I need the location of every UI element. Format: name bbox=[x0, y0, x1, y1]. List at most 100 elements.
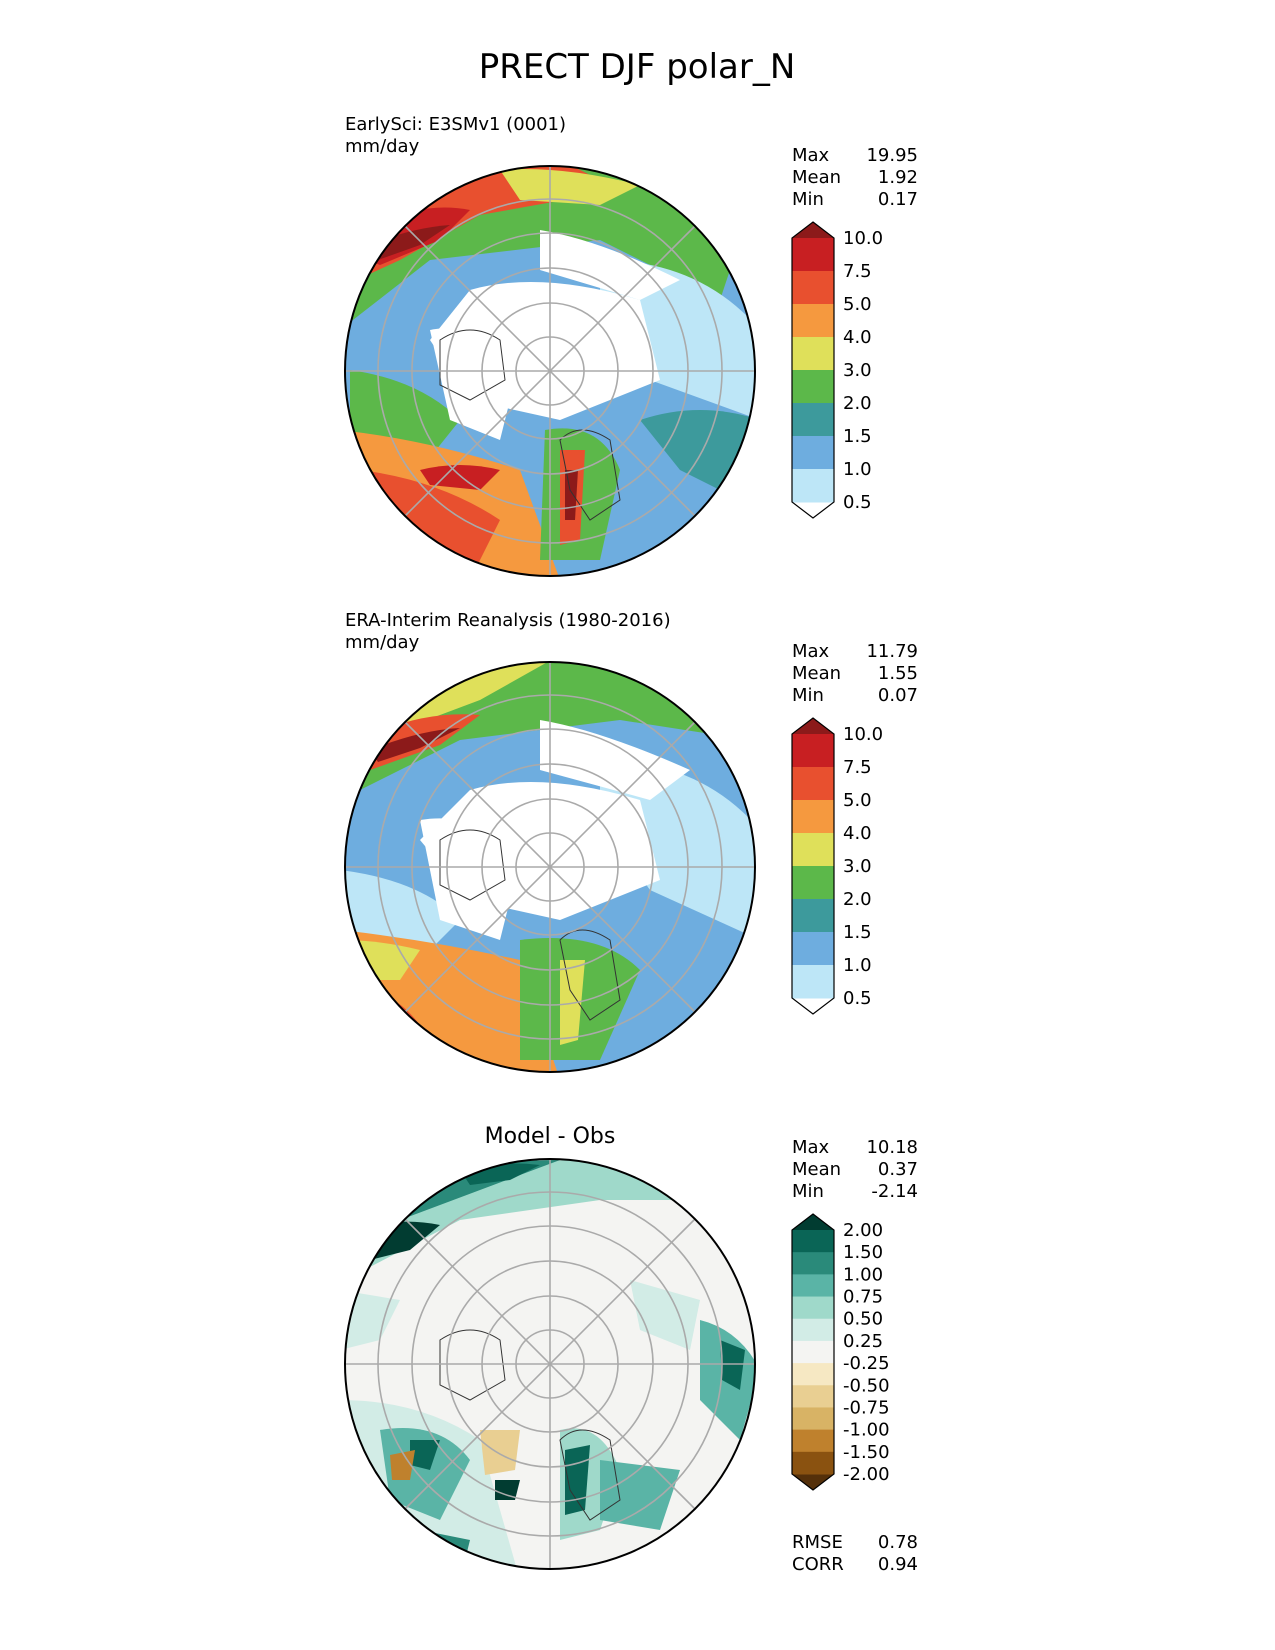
rmse-label: RMSE bbox=[792, 1532, 843, 1553]
colorbar-extend-min bbox=[792, 998, 834, 1014]
colorbar-band bbox=[792, 1385, 834, 1408]
colorbar-band bbox=[792, 337, 834, 371]
colorbar-extend-min bbox=[792, 502, 834, 518]
colorbar-tick-label: 10.0 bbox=[843, 724, 883, 745]
panel-reference-colorbar: 0.5 1.0 1.5 2.0 3.0 4.0 5.0 7.5 10.0 bbox=[791, 717, 883, 1015]
colorbar-tick-label: 1.0 bbox=[843, 459, 872, 480]
colorbar-band bbox=[792, 767, 834, 801]
colorbar-tick-label: -0.25 bbox=[843, 1353, 890, 1374]
stat-mean-value: 0.37 bbox=[878, 1159, 918, 1180]
panel-test-units: mm/day bbox=[345, 136, 420, 157]
colorbar-band bbox=[792, 866, 834, 900]
colorbar-tick-label: 2.0 bbox=[843, 889, 872, 910]
colorbar-tick-label: 1.00 bbox=[843, 1264, 883, 1285]
colorbar-tick-label: 0.5 bbox=[843, 988, 872, 1009]
colorbar-tick-label: -0.50 bbox=[843, 1375, 890, 1396]
stat-mean-label: Mean bbox=[792, 167, 841, 188]
colorbar-band bbox=[792, 1318, 834, 1342]
stat-max-label: Max bbox=[792, 1137, 830, 1158]
stat-min-label: Min bbox=[792, 1181, 824, 1202]
colorbar-tick-label: 1.50 bbox=[843, 1242, 883, 1263]
colorbar-band bbox=[792, 1340, 834, 1364]
stat-min-label: Min bbox=[792, 189, 824, 210]
colorbar-tick-label: -2.00 bbox=[843, 1464, 890, 1485]
colorbar-extend-max bbox=[792, 222, 834, 238]
panel-reference-units: mm/day bbox=[345, 632, 420, 653]
colorbar-band bbox=[792, 469, 834, 503]
colorbar-tick-label: -1.50 bbox=[843, 1442, 890, 1463]
colorbar-extend-max bbox=[792, 718, 834, 734]
colorbar-tick-label: 5.0 bbox=[843, 790, 872, 811]
colorbar-band bbox=[792, 1230, 834, 1253]
stat-min-label: Min bbox=[792, 685, 824, 706]
colorbar-outline bbox=[791, 717, 835, 1015]
figure-title: PRECT DJF polar_N bbox=[479, 47, 796, 87]
colorbar-band bbox=[792, 734, 834, 768]
colorbar-band bbox=[792, 1296, 834, 1320]
panel-reference: ERA-Interim Reanalysis (1980-2016) mm/da… bbox=[344, 610, 918, 1073]
colorbar-band bbox=[792, 800, 834, 834]
colorbar-band bbox=[792, 1407, 834, 1431]
colorbar-tick-label: 0.5 bbox=[843, 492, 872, 513]
panel-difference-colorbar: -2.00-1.50-1.00-0.75-0.50-0.250.250.500.… bbox=[791, 1213, 890, 1491]
colorbar-extend-max bbox=[792, 1214, 834, 1230]
colorbar-extend-min bbox=[792, 1474, 834, 1490]
colorbar-band bbox=[792, 1274, 834, 1298]
colorbar-tick-label: 7.5 bbox=[843, 757, 872, 778]
colorbar-band bbox=[792, 1363, 834, 1386]
panel-test-colorbar: 0.5 1.0 1.5 2.0 3.0 4.0 5.0 7.5 10.0 bbox=[791, 221, 883, 519]
stat-max-value: 10.18 bbox=[866, 1137, 918, 1158]
panel-reference-boundary bbox=[344, 661, 756, 1073]
panel-test: EarlySci: E3SMv1 (0001) mm/day bbox=[344, 114, 918, 577]
colorbar-tick-label: 3.0 bbox=[843, 856, 872, 877]
colorbar-tick-label: 7.5 bbox=[843, 261, 872, 282]
colorbar-tick-label: -1.00 bbox=[843, 1420, 890, 1441]
stat-min-value: -2.14 bbox=[871, 1181, 918, 1202]
rmse-value: 0.78 bbox=[878, 1532, 918, 1553]
colorbar-band bbox=[792, 932, 834, 966]
stat-min-value: 0.17 bbox=[878, 189, 918, 210]
colorbar-outline bbox=[791, 221, 835, 519]
panel-difference-map bbox=[345, 1159, 755, 1569]
colorbar-band bbox=[792, 833, 834, 867]
colorbar-band bbox=[792, 1429, 834, 1453]
stat-mean-label: Mean bbox=[792, 1159, 841, 1180]
panel-difference-metrics: RMSE 0.78 CORR 0.94 bbox=[792, 1532, 918, 1575]
colorbar-tick-label: 2.0 bbox=[843, 393, 872, 414]
stat-max-label: Max bbox=[792, 641, 830, 662]
panel-reference-title: ERA-Interim Reanalysis (1980-2016) bbox=[345, 610, 671, 631]
panel-difference-stats: Max 10.18 Mean 0.37 Min -2.14 bbox=[792, 1137, 918, 1202]
stat-max-value: 19.95 bbox=[866, 145, 918, 166]
colorbar-tick-label: 0.25 bbox=[843, 1331, 883, 1352]
stat-max-value: 11.79 bbox=[866, 641, 918, 662]
colorbar-tick-label: 4.0 bbox=[843, 327, 872, 348]
colorbar-band bbox=[792, 403, 834, 437]
colorbar-tick-label: 5.0 bbox=[843, 294, 872, 315]
colorbar-band bbox=[792, 238, 834, 272]
stat-mean-label: Mean bbox=[792, 663, 841, 684]
colorbar-tick-label: 3.0 bbox=[843, 360, 872, 381]
colorbar-tick-label: 4.0 bbox=[843, 823, 872, 844]
colorbar-tick-label: -0.75 bbox=[843, 1397, 890, 1418]
colorbar-band bbox=[792, 965, 834, 999]
colorbar-tick-label: 1.5 bbox=[843, 426, 872, 447]
panel-difference: Model - Obs bbox=[344, 1124, 918, 1575]
panel-test-boundary bbox=[344, 165, 756, 577]
colorbar-tick-label: 10.0 bbox=[843, 228, 883, 249]
panel-test-map bbox=[345, 166, 755, 576]
colorbar-band bbox=[792, 271, 834, 305]
colorbar-band bbox=[792, 436, 834, 470]
stat-max-label: Max bbox=[792, 145, 830, 166]
panel-test-stats: Max 19.95 Mean 1.92 Min 0.17 bbox=[792, 145, 918, 210]
colorbar-band bbox=[792, 1252, 834, 1275]
panel-reference-stats: Max 11.79 Mean 1.55 Min 0.07 bbox=[792, 641, 918, 706]
colorbar-outline bbox=[791, 1213, 835, 1491]
panel-difference-title: Model - Obs bbox=[485, 1124, 616, 1149]
colorbar-band bbox=[792, 370, 834, 404]
corr-value: 0.94 bbox=[878, 1554, 918, 1575]
panel-difference-boundary bbox=[344, 1158, 756, 1570]
colorbar-tick-label: 1.5 bbox=[843, 922, 872, 943]
colorbar-tick-label: 1.0 bbox=[843, 955, 872, 976]
colorbar-band bbox=[792, 1451, 834, 1475]
